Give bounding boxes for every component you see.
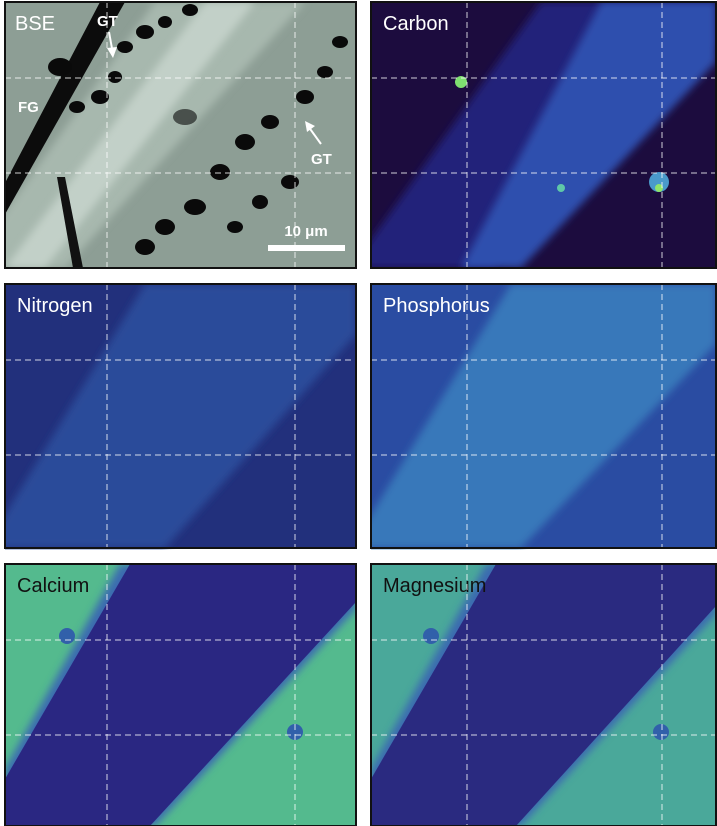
panel-label: Phosphorus [383,295,490,317]
panel-label: Carbon [383,13,449,35]
panel-phosphorus: Phosphorus [351,284,716,548]
panel-nitrogen: Nitrogen [0,284,356,548]
spot [557,184,565,192]
annotation: GT [311,151,332,168]
scale-bar [268,245,345,251]
spot [59,628,75,644]
panel-label: Magnesium [383,575,486,597]
panel-bse: BSE GT FG GT 10 μm [0,2,356,268]
panel-label: Calcium [17,575,89,597]
panel-label: BSE [15,13,55,35]
annotation: FG [18,99,39,116]
page: {"panels": [ {"label": "BSE", "annotatio… [0,0,717,826]
panel-magnesium: Magnesium [371,564,716,826]
spot [423,628,439,644]
spot [653,724,669,740]
scale-bar-label: 10 μm [284,223,327,240]
panel-carbon: Carbon [351,2,716,268]
panel-label: Nitrogen [17,295,93,317]
panel-calcium: Calcium [5,564,356,826]
figure: BSE GT FG GT 10 μm Carbon Nitrogen Phosp… [0,0,717,826]
